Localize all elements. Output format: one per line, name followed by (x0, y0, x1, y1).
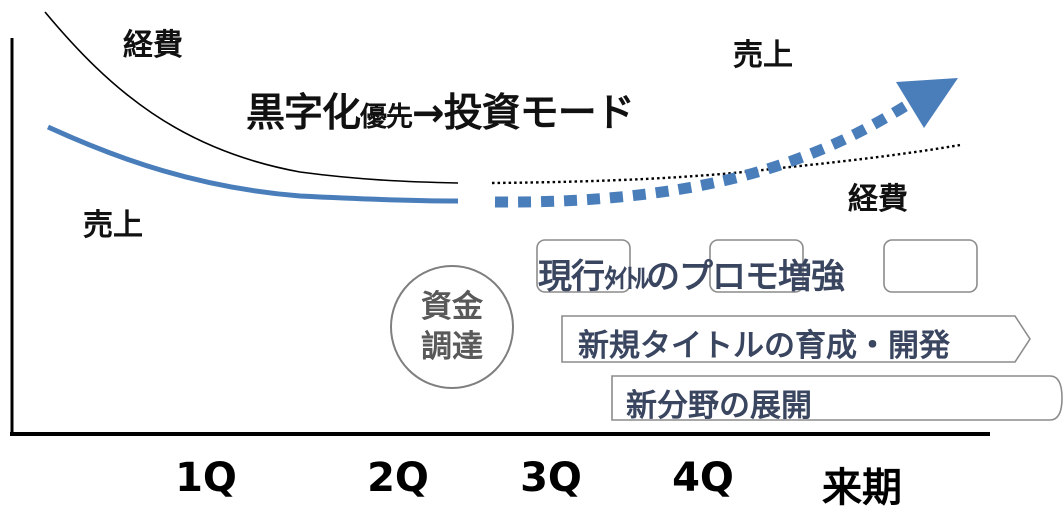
plan-promo-part2: ﾀｲﾄﾙ (604, 264, 649, 295)
strategy-main: 黒字化 (246, 91, 361, 136)
x-axis-label-next-term: 来期 (822, 465, 902, 511)
strategy-arrow: → (412, 91, 445, 136)
x-axis-label-3q: 3Q (520, 455, 582, 501)
sales-label-right: 売上 (733, 38, 793, 73)
strategy-headline: 黒字化優先→投資モード (246, 82, 635, 138)
plan-promo-part1: 現行 (538, 257, 605, 297)
new-fields-box (611, 375, 1063, 421)
funding-line2: 調達 (421, 329, 483, 365)
plan-new-fields: 新分野の展開 (626, 388, 812, 424)
expense-curve-declining (44, 11, 459, 184)
strategy-rest: 投資モード (443, 91, 635, 136)
x-axis-label-4q: 4Q (672, 455, 734, 501)
promo-box-left (536, 239, 631, 293)
funding-circle: 資金 調達 (390, 265, 514, 389)
expense-label-right: 経費 (848, 182, 908, 217)
x-axis-label-2q: 2Q (367, 455, 429, 501)
strategy-small: 優先 (360, 102, 413, 133)
funding-line1: 資金 (421, 289, 483, 325)
plan-promo: 現行ﾀｲﾄﾙのプロモ増強 (538, 249, 845, 298)
new-titles-box (561, 315, 1031, 363)
sales-curve-declining (46, 124, 459, 204)
promo-box-right (883, 239, 978, 293)
x-axis-label-1q: 1Q (175, 455, 237, 501)
plan-new-titles: 新規タイトルの育成・開発 (578, 328, 950, 364)
sales-arrowhead (896, 78, 958, 128)
sales-label-left: 売上 (83, 208, 143, 243)
plan-promo-part3: のプロモ増強 (646, 257, 845, 297)
expense-label-left: 経費 (123, 28, 183, 63)
promo-box-mid (709, 239, 804, 293)
